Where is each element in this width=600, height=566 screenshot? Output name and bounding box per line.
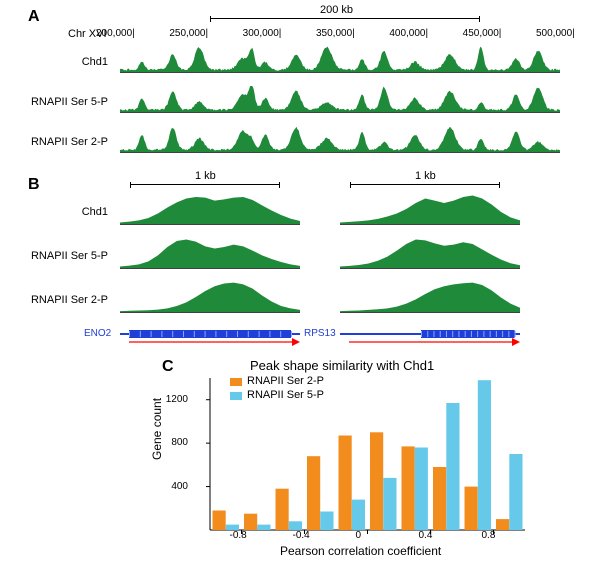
track-label: Chd1: [18, 56, 108, 68]
genome-track: [120, 46, 560, 74]
panel-b-scale-bar-right: [350, 184, 500, 191]
track-label: RNAPII Ser 2-P: [18, 294, 108, 306]
gene-model-right: RPS13: [340, 328, 520, 346]
panel-a-scale-bar-label: 200 kb: [320, 4, 353, 16]
gene-name: ENO2: [84, 328, 111, 339]
ytick-label: 1200: [160, 394, 188, 405]
panel-c-chart: [190, 370, 530, 550]
gene-name: RPS13: [304, 328, 336, 339]
panel-a-tick: 450,000|: [463, 28, 502, 39]
panel-a-tick: 400,000|: [389, 28, 428, 39]
ytick-label: 800: [160, 437, 188, 448]
panel-c-yticks: 400 800 1200: [160, 370, 188, 530]
profile-track: [340, 238, 520, 270]
track-label: RNAPII Ser 2-P: [18, 136, 108, 148]
track-label: RNAPII Ser 5-P: [18, 250, 108, 262]
profile-track: [120, 238, 300, 270]
xtick-label: -0.4: [293, 530, 310, 541]
profile-track: [340, 282, 520, 314]
xtick-label: 0.8: [482, 530, 496, 541]
panel-a-label: A: [28, 8, 40, 26]
figure-root: A 200 kb Chr XVI 200,000|250,000|300,000…: [0, 0, 600, 566]
gene-model: [340, 328, 520, 346]
ytick-label: 400: [160, 481, 188, 492]
xtick-label: 0: [356, 530, 362, 541]
profile-track: [120, 282, 300, 314]
profile-track: [340, 194, 520, 226]
panel-a-tick: 200,000|: [96, 28, 135, 39]
panel-b-label: B: [28, 176, 40, 194]
panel-a-scale-bar: [210, 18, 480, 25]
genome-track: [120, 86, 560, 114]
xtick-label: -0.8: [230, 530, 247, 541]
panel-c-xticks: -0.8 -0.4 0 0.4 0.8: [190, 530, 530, 544]
panel-a-tick: 250,000|: [169, 28, 208, 39]
genome-track: [120, 126, 560, 154]
profile-track: [120, 194, 300, 226]
panel-a-tick: 500,000|: [536, 28, 575, 39]
panel-a-tick: 350,000|: [316, 28, 355, 39]
gene-model: [120, 328, 300, 346]
track-label: RNAPII Ser 5-P: [18, 96, 108, 108]
panel-a-tick: 300,000|: [243, 28, 282, 39]
xtick-label: 0.4: [419, 530, 433, 541]
panel-a-ticks: 200,000|250,000|300,000|350,000|400,000|…: [120, 28, 560, 40]
panel-b-scale-bar-left: [130, 184, 280, 191]
panel-b-scale-bar-left-label: 1 kb: [195, 170, 216, 182]
panel-b-scale-bar-right-label: 1 kb: [415, 170, 436, 182]
gene-model-left: ENO2: [120, 328, 300, 346]
track-label: Chd1: [18, 206, 108, 218]
